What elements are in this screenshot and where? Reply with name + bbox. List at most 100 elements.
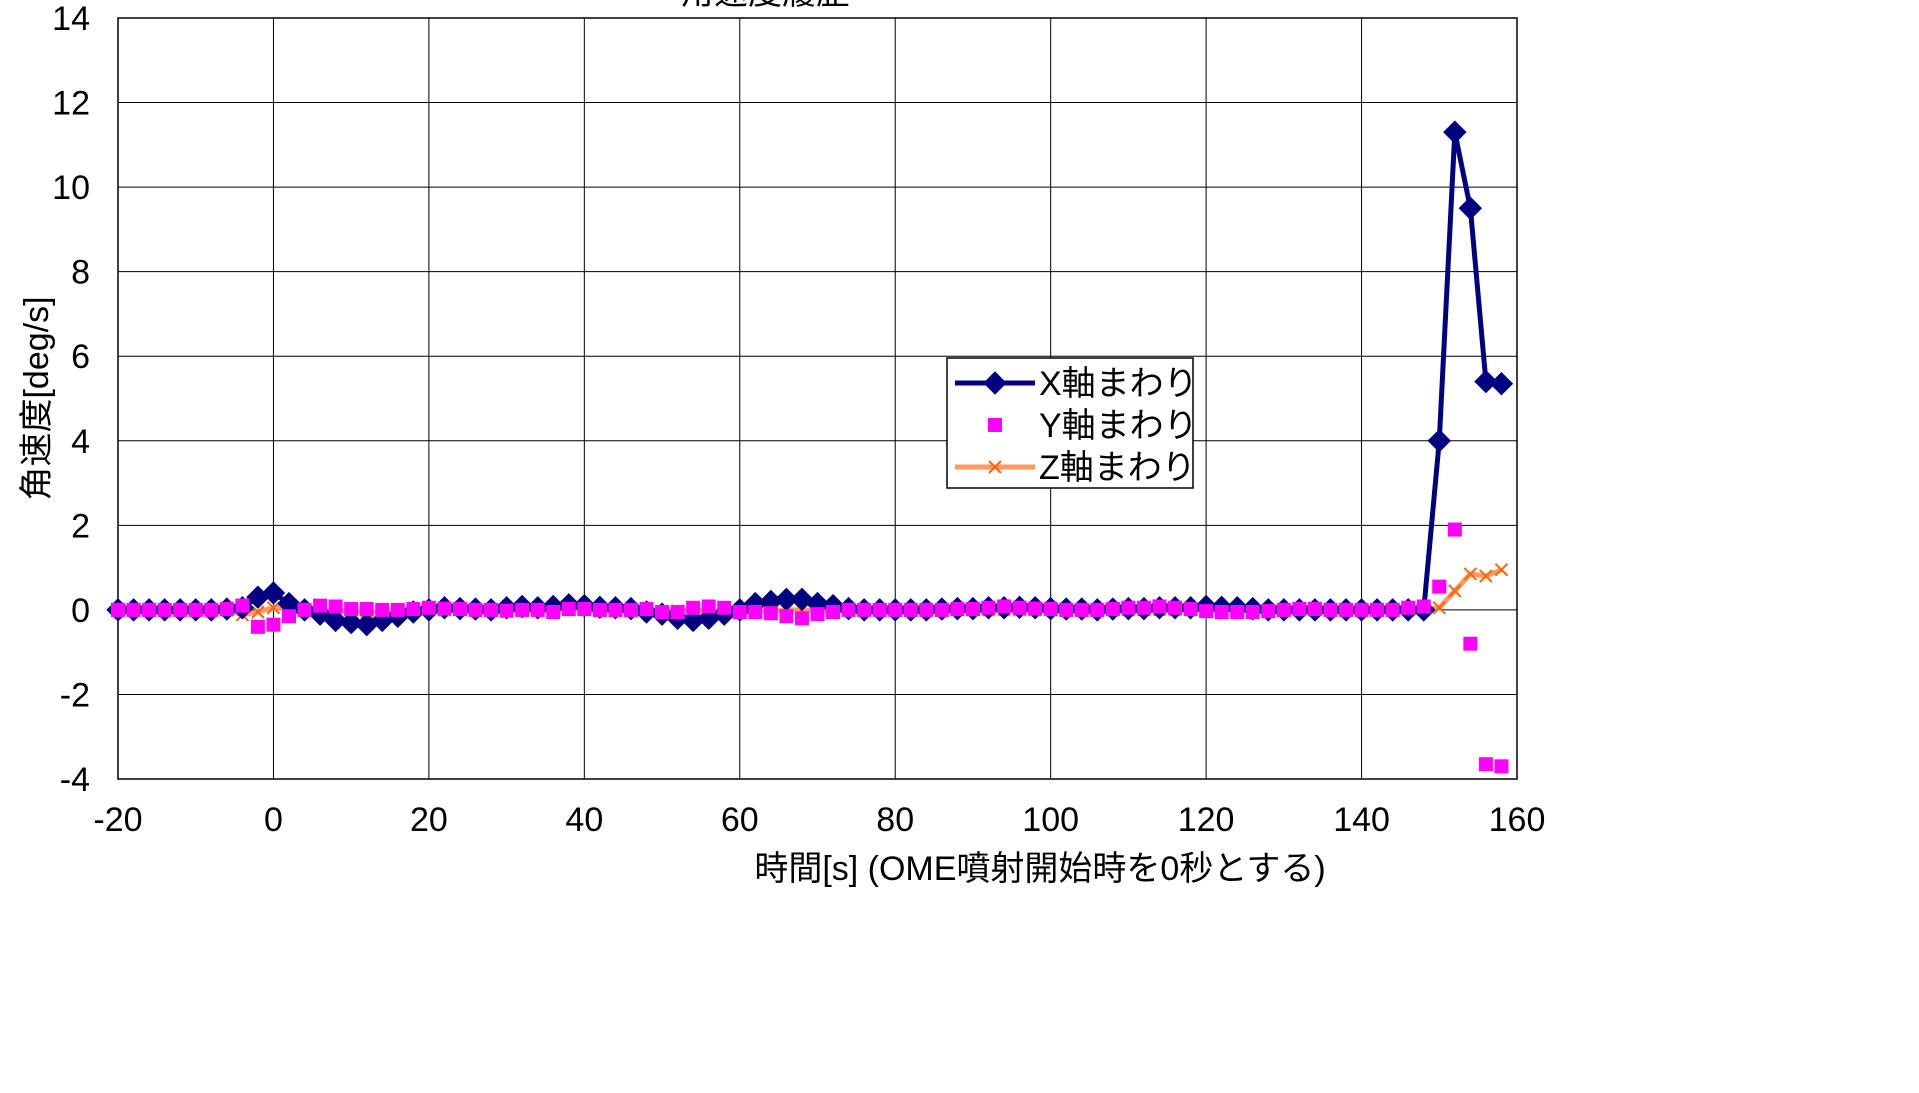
y-tick-label: 10 bbox=[52, 169, 90, 207]
series-2-point bbox=[1292, 602, 1307, 617]
series-2-point bbox=[950, 602, 965, 617]
series-2-point bbox=[686, 600, 701, 615]
series-1-point bbox=[1458, 196, 1483, 220]
series-2-point bbox=[732, 605, 747, 620]
y-tick-label: 14 bbox=[52, 0, 90, 38]
series-2-point bbox=[997, 599, 1012, 614]
series-2-point bbox=[1416, 599, 1431, 614]
series-2-point bbox=[468, 602, 483, 617]
series-2-point bbox=[452, 602, 467, 617]
series-2-point bbox=[530, 602, 545, 617]
series-2-point bbox=[235, 598, 250, 613]
series-2-point bbox=[1432, 579, 1447, 594]
series-2-point bbox=[1354, 602, 1369, 617]
series-2-point bbox=[934, 602, 949, 617]
series-2-point bbox=[1012, 600, 1027, 615]
series-1-point bbox=[1489, 371, 1514, 396]
legend-label: Y軸まわり bbox=[1039, 407, 1198, 445]
y-tick-label: 8 bbox=[71, 254, 90, 292]
series-2-point bbox=[1230, 605, 1245, 620]
series-2-point bbox=[1152, 599, 1167, 614]
series-2-point bbox=[981, 600, 996, 615]
series-2 bbox=[111, 522, 1509, 774]
series-2-point bbox=[1059, 602, 1074, 617]
y-tick-label: 12 bbox=[52, 85, 90, 123]
series-2-point bbox=[1494, 759, 1509, 774]
legend: X軸まわり Y軸まわり Z軸まわり bbox=[946, 357, 1198, 489]
legend-swatch-marker bbox=[983, 371, 1007, 395]
series-2-point bbox=[872, 602, 887, 617]
series-2-point bbox=[157, 602, 172, 617]
series-2-point bbox=[126, 602, 141, 617]
legend-swatch-marker bbox=[988, 460, 1002, 474]
x-tick-label: 160 bbox=[1489, 801, 1546, 839]
series-2-point bbox=[841, 602, 856, 617]
series-2-point bbox=[561, 602, 576, 617]
series-3-point bbox=[1494, 563, 1509, 577]
series-2-point bbox=[1183, 602, 1198, 617]
series-2-point bbox=[219, 602, 234, 617]
series-2-point bbox=[406, 602, 421, 617]
series-1-point bbox=[1474, 369, 1498, 394]
series-2-point bbox=[1028, 601, 1043, 616]
chart-title: 角速度履歴 bbox=[680, 0, 850, 12]
series-2-point bbox=[888, 602, 903, 617]
y-tick-label: 4 bbox=[71, 423, 90, 461]
series-2-point bbox=[763, 606, 778, 621]
series-2-point bbox=[437, 601, 452, 616]
legend-items: X軸まわり Y軸まわり Z軸まわり bbox=[955, 365, 1198, 487]
series-2-point bbox=[1261, 604, 1276, 619]
series-2-point bbox=[173, 602, 188, 617]
series-2-point bbox=[421, 600, 436, 615]
series-2-point bbox=[1168, 600, 1183, 615]
x-tick-label: 0 bbox=[264, 801, 283, 839]
series-2-point bbox=[250, 619, 265, 634]
series-2-point bbox=[639, 602, 654, 617]
x-tick-label: 80 bbox=[876, 801, 914, 839]
series-2-point bbox=[204, 602, 219, 617]
legend-item-2: Y軸まわり bbox=[988, 407, 1198, 445]
series-2-point bbox=[1090, 602, 1105, 617]
series-3-point bbox=[266, 601, 281, 615]
y-tick-label: -4 bbox=[60, 761, 90, 799]
series-2-point bbox=[188, 602, 203, 617]
series-2-point bbox=[1401, 600, 1416, 615]
series-2-point bbox=[903, 602, 918, 617]
series-2-point bbox=[701, 599, 716, 614]
series-1-point bbox=[339, 610, 363, 635]
y-tick-label: -2 bbox=[60, 676, 90, 714]
series-2-point bbox=[1370, 602, 1385, 617]
y-tick-label: 0 bbox=[71, 592, 90, 630]
series-2-point bbox=[484, 602, 499, 617]
series-2-point bbox=[1307, 602, 1322, 617]
x-tick-label: 60 bbox=[721, 801, 759, 839]
plot-area-frame bbox=[117, 17, 1518, 780]
series-1-point bbox=[323, 608, 348, 633]
series-2-point bbox=[1323, 602, 1338, 617]
series-2-point bbox=[1385, 602, 1400, 617]
legend-label: Z軸まわり bbox=[1039, 449, 1196, 487]
legend-item-1: X軸まわり bbox=[955, 365, 1198, 403]
legend-item-3: Z軸まわり bbox=[955, 449, 1196, 487]
series-2-point bbox=[111, 602, 125, 617]
series-1-point bbox=[1427, 429, 1451, 453]
series-2-point bbox=[717, 600, 732, 615]
series-2-point bbox=[779, 609, 794, 624]
series-3-point bbox=[1448, 584, 1462, 598]
legend-swatch-marker bbox=[988, 418, 1002, 432]
x-tick-label: 20 bbox=[410, 801, 448, 839]
series-3-point bbox=[1479, 569, 1493, 583]
series-2-point bbox=[390, 602, 405, 617]
series-2-point bbox=[1199, 604, 1214, 619]
series-2-point bbox=[297, 602, 312, 617]
series-2-point bbox=[142, 602, 157, 617]
series-3-point bbox=[1463, 567, 1478, 581]
series-2-point bbox=[1105, 602, 1120, 617]
series-2-point bbox=[375, 602, 390, 617]
x-tick-label: 140 bbox=[1333, 801, 1390, 839]
series-2-point bbox=[826, 605, 841, 620]
series-2-point bbox=[655, 605, 670, 620]
